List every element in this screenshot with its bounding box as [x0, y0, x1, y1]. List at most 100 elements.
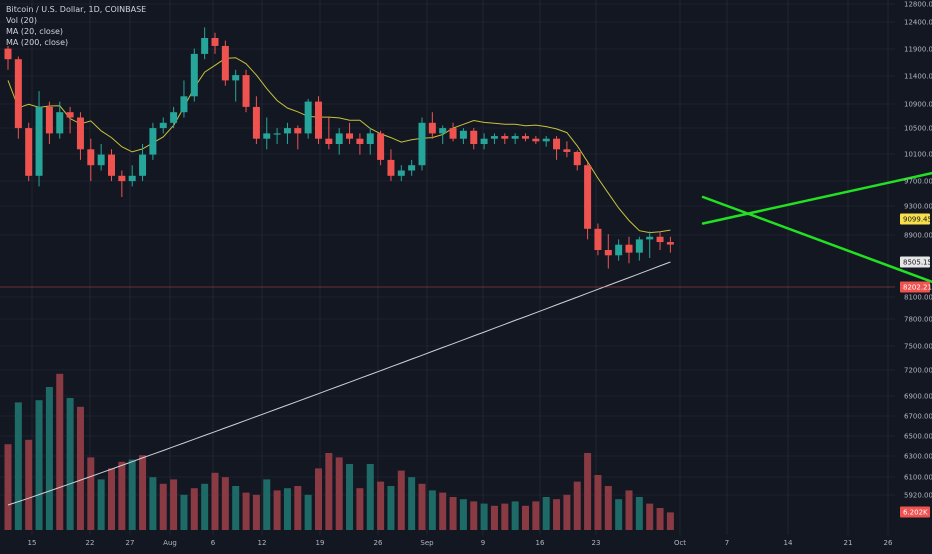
volume-bar — [201, 483, 209, 530]
candle-body — [366, 133, 374, 144]
candle-body — [428, 122, 436, 134]
last-price-box — [900, 281, 930, 293]
x-tick-label: 21 — [844, 539, 853, 547]
candle-body — [563, 149, 571, 152]
candle-body — [159, 122, 167, 129]
x-tick-label: 15 — [28, 539, 37, 547]
candle-body — [25, 128, 33, 176]
volume-bar — [149, 477, 157, 530]
candle-body — [418, 122, 426, 166]
volume-bar — [315, 468, 322, 530]
candle-body — [315, 101, 322, 139]
volume-bar — [232, 486, 240, 530]
candle-body — [553, 138, 561, 150]
volume-bar — [573, 481, 581, 530]
candle-body — [4, 48, 12, 60]
volume-bar — [563, 494, 571, 530]
x-tick-label: 26 — [884, 539, 893, 547]
volume-value-label: 6.202K — [903, 509, 928, 517]
candle-body — [656, 236, 664, 243]
ma200-price-box — [900, 256, 930, 268]
volume-bars — [4, 373, 674, 530]
candle-body — [501, 136, 509, 139]
y-tick-label: 8100.00 — [904, 294, 932, 302]
volume-bar — [159, 483, 167, 530]
volume-bar — [522, 505, 529, 530]
y-tick-label: 11400.00 — [904, 73, 932, 81]
y-tick-label: 7200.00 — [904, 367, 932, 375]
y-tick-label: 6900.00 — [904, 393, 932, 401]
candle-body — [356, 138, 364, 144]
x-tick-label: 14 — [784, 539, 793, 547]
y-tick-label: 12400.00 — [904, 19, 932, 27]
candle-body — [346, 133, 354, 139]
x-tick-label: Sep — [420, 539, 434, 547]
volume-bar — [97, 479, 105, 530]
x-tick-label: 26 — [374, 539, 383, 547]
y-tick-label: 11900.00 — [904, 46, 932, 54]
volume-bar — [635, 497, 643, 530]
y-tick-label: 10100.00 — [904, 151, 932, 159]
candle-body — [35, 106, 43, 176]
volume-value-box — [900, 506, 930, 518]
volume-bar — [118, 461, 126, 530]
x-axis: 15 22 27 Aug 6 12 19 26 Sep 9 16 23 Oct 7 14 21 26 — [28, 539, 893, 547]
candle-body — [139, 154, 147, 176]
candle-body — [170, 112, 178, 123]
candle-body — [263, 133, 271, 139]
y-tick-label: 8900.00 — [904, 232, 932, 240]
candle-body — [635, 239, 643, 253]
volume-bar — [25, 439, 33, 530]
volume-bar — [76, 406, 84, 530]
ma200-line — [7, 261, 671, 506]
candle-body — [283, 128, 291, 134]
volume-bar — [14, 402, 22, 530]
volume-bar — [604, 486, 612, 530]
candle-body — [190, 53, 198, 97]
volume-bar — [190, 488, 198, 530]
x-tick-label: 9 — [481, 539, 485, 547]
candle-body — [449, 128, 457, 139]
volume-bar — [449, 497, 457, 530]
candle-body — [542, 138, 550, 142]
ma20-price-label: 9099.45 — [903, 216, 932, 224]
volume-bar — [335, 457, 343, 530]
legend-ma200: MA (200, close) — [6, 38, 69, 47]
volume-bar — [325, 453, 333, 530]
candle-body — [522, 136, 529, 139]
volume-bar — [45, 387, 53, 530]
candle-body — [335, 133, 343, 144]
candle-body — [252, 106, 260, 139]
volume-bar — [128, 459, 136, 530]
candle-body — [584, 165, 592, 229]
candle-body — [594, 228, 602, 250]
candle-body — [76, 117, 84, 150]
volume-bar — [666, 512, 674, 530]
y-tick-label: 10900.00 — [904, 101, 932, 109]
volume-bar — [283, 488, 291, 530]
candle-body — [377, 133, 385, 160]
candle-body — [511, 136, 519, 139]
x-tick-label: Aug — [163, 539, 177, 547]
candle-body — [304, 101, 312, 134]
y-tick-label: 6100.00 — [904, 474, 932, 482]
volume-bar — [87, 457, 95, 530]
volume-bar — [170, 479, 178, 530]
y-tick-label: 6500.00 — [904, 433, 932, 441]
candle-body — [573, 151, 581, 166]
legend-symbol: Bitcoin / U.S. Dollar, 1D, COINBASE — [6, 5, 147, 14]
candle-body — [97, 154, 105, 166]
x-tick-label: 27 — [126, 539, 135, 547]
volume-bar — [346, 464, 354, 530]
trend-line — [701, 195, 932, 284]
chart-legend: Bitcoin / U.S. Dollar, 1D, COINBASE Vol … — [6, 4, 146, 48]
y-tick-label: 9300.00 — [904, 203, 932, 211]
candle-body — [273, 133, 281, 135]
volume-bar — [656, 508, 664, 530]
candle-body — [625, 244, 633, 253]
y-tick-label: 10500.00 — [904, 125, 932, 133]
candle-body — [221, 45, 229, 81]
x-tick-label: 16 — [536, 539, 545, 547]
